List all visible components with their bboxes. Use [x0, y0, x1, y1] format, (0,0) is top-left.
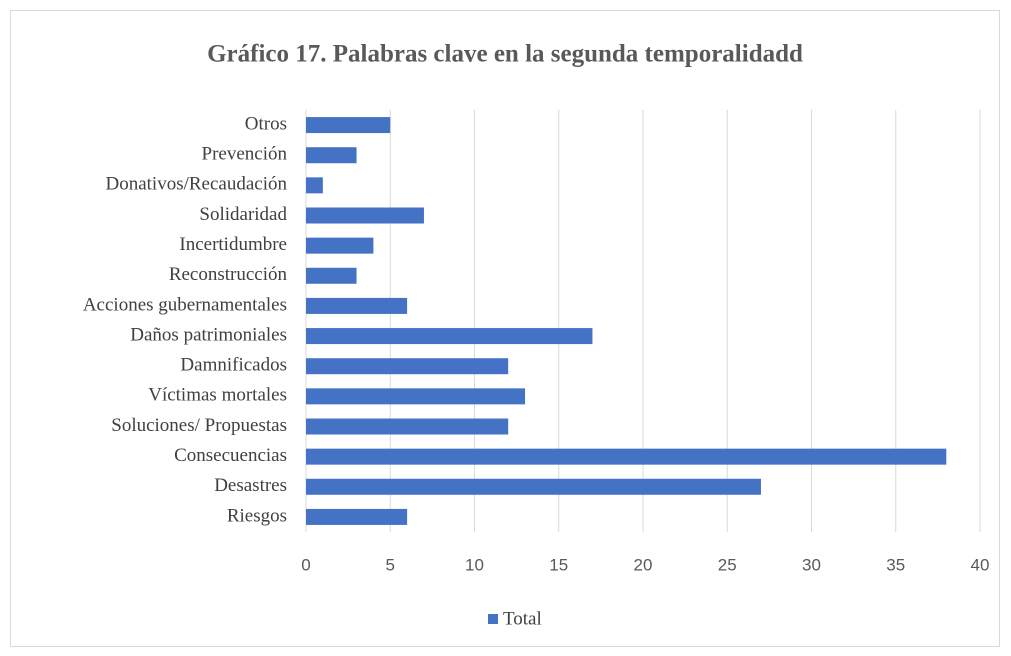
- bar: [306, 418, 509, 435]
- legend-swatch: [488, 614, 498, 624]
- x-tick-label: 0: [301, 555, 310, 574]
- y-tick-label: Desastres: [214, 475, 287, 496]
- x-tick-label: 30: [802, 555, 821, 574]
- y-tick-label: Otros: [245, 113, 287, 134]
- bar: [306, 117, 391, 134]
- bar: [306, 328, 593, 345]
- bar: [306, 207, 424, 224]
- bar: [306, 177, 323, 194]
- y-tick-label: Prevención: [202, 144, 288, 165]
- x-tick-label: 5: [386, 555, 395, 574]
- bar: [306, 478, 761, 495]
- x-tick-label: 25: [718, 555, 737, 574]
- bar: [306, 388, 526, 405]
- y-tick-label: Víctimas mortales: [148, 385, 287, 406]
- y-tick-label: Solidaridad: [199, 204, 287, 225]
- chart-title: Gráfico 17. Palabras clave en la segunda…: [207, 41, 803, 68]
- y-tick-label: Donativos/Recaudación: [105, 174, 287, 195]
- x-tick-label: 40: [971, 555, 990, 574]
- y-tick-label: Soluciones/ Propuestas: [111, 415, 287, 436]
- bar: [306, 147, 357, 164]
- bar: [306, 448, 947, 465]
- y-tick-label: Consecuencias: [174, 445, 287, 466]
- x-tick-label: 15: [549, 555, 568, 574]
- y-tick-label: Damnificados: [180, 355, 287, 376]
- legend-label: Total: [503, 608, 542, 629]
- y-tick-label: Riesgos: [227, 505, 287, 526]
- bar: [306, 297, 408, 314]
- bar: [306, 358, 509, 375]
- x-tick-label: 20: [634, 555, 653, 574]
- x-tick-label: 35: [886, 555, 905, 574]
- bar: [306, 267, 357, 284]
- y-tick-label: Daños patrimoniales: [130, 324, 287, 345]
- y-tick-label: Acciones gubernamentales: [83, 294, 287, 315]
- bar: [306, 237, 374, 254]
- y-tick-label: Incertidumbre: [179, 234, 287, 255]
- x-tick-label: 10: [465, 555, 484, 574]
- y-tick-label: Reconstrucción: [169, 264, 288, 285]
- bar: [306, 508, 408, 525]
